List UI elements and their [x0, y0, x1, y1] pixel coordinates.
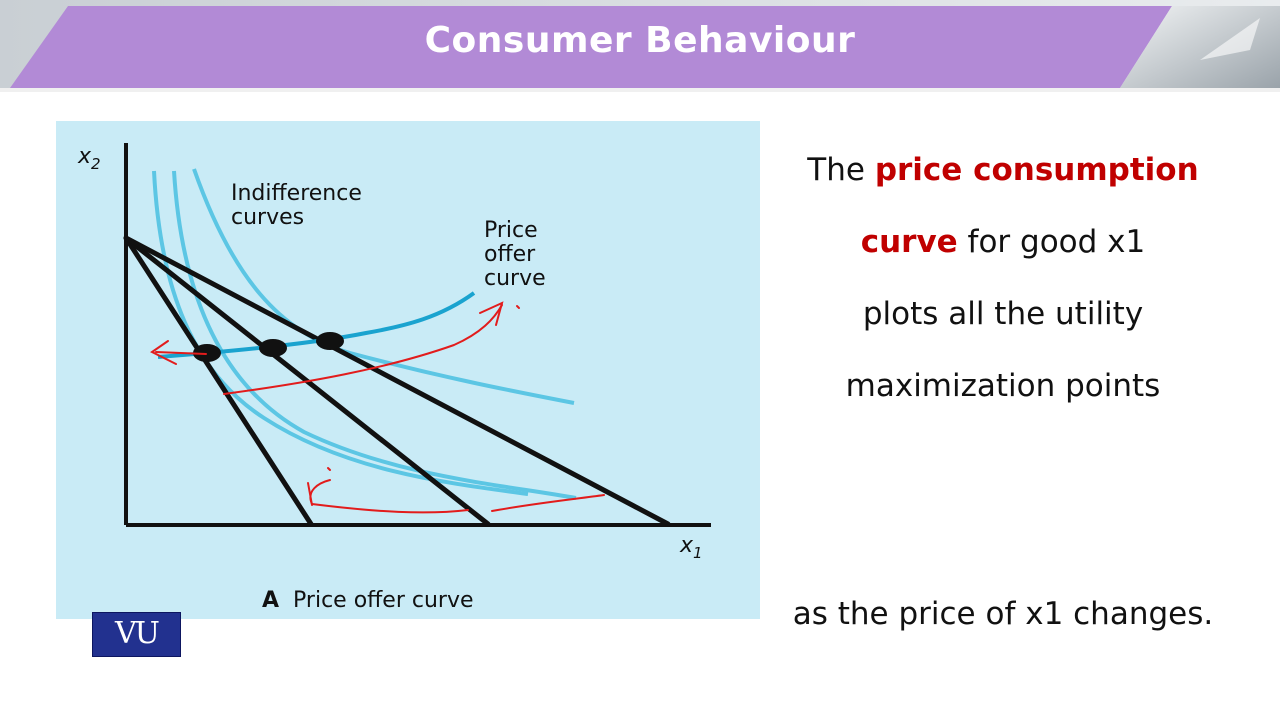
highlight-curve: curve — [860, 224, 958, 260]
price-offer-curve-diagram: x2 x1 Indifference curves Price offer cu… — [56, 121, 760, 619]
x-axis-label: x1 — [679, 533, 703, 562]
header-banner — [0, 0, 1280, 92]
explanation-line-2: curve for good x1 — [860, 224, 1146, 260]
optimum-point-2 — [259, 339, 287, 357]
annotation-arrow-up-right — [223, 304, 503, 395]
diagram-caption: A Price offer curve — [262, 588, 474, 613]
slide-title: Consumer Behaviour — [424, 20, 856, 61]
annotation-arrow-left — [155, 351, 207, 355]
annotation-tick-right — [516, 305, 520, 309]
highlight-price-consumption: price consumption — [874, 152, 1199, 188]
explanation-line-4: maximization points — [845, 368, 1161, 404]
annotation-bottom-arrowhead-1 — [307, 482, 313, 506]
annotation-bottom-arrow-2 — [491, 494, 605, 512]
indifference-curve-2 — [172, 170, 577, 500]
diagram-panel — [56, 121, 760, 619]
budget-line-1 — [123, 235, 314, 527]
explanation-line-1: The price consumption — [807, 152, 1199, 188]
optimum-point-1 — [193, 344, 221, 362]
explanation-text: The price consumption curve for good x1 … — [790, 134, 1216, 422]
vu-logo: VU — [92, 612, 181, 657]
budget-line-3 — [123, 235, 671, 527]
annotation-arrowhead-up-right — [479, 301, 504, 326]
price-offer-curve-label: Price offer curve — [484, 218, 546, 291]
explanation-line-3: plots all the utility — [862, 296, 1144, 332]
y-axis-label: x2 — [77, 144, 101, 173]
indifference-curve-3 — [192, 168, 575, 405]
indifference-curves-label: Indifference curves — [231, 181, 369, 230]
optimum-point-3 — [316, 332, 344, 350]
explanation-tail: as the price of x1 changes. — [792, 596, 1214, 632]
annotation-arrowhead-left — [150, 340, 177, 365]
annotation-tick-top — [327, 467, 331, 471]
annotation-bottom-arrow-1 — [309, 479, 469, 514]
